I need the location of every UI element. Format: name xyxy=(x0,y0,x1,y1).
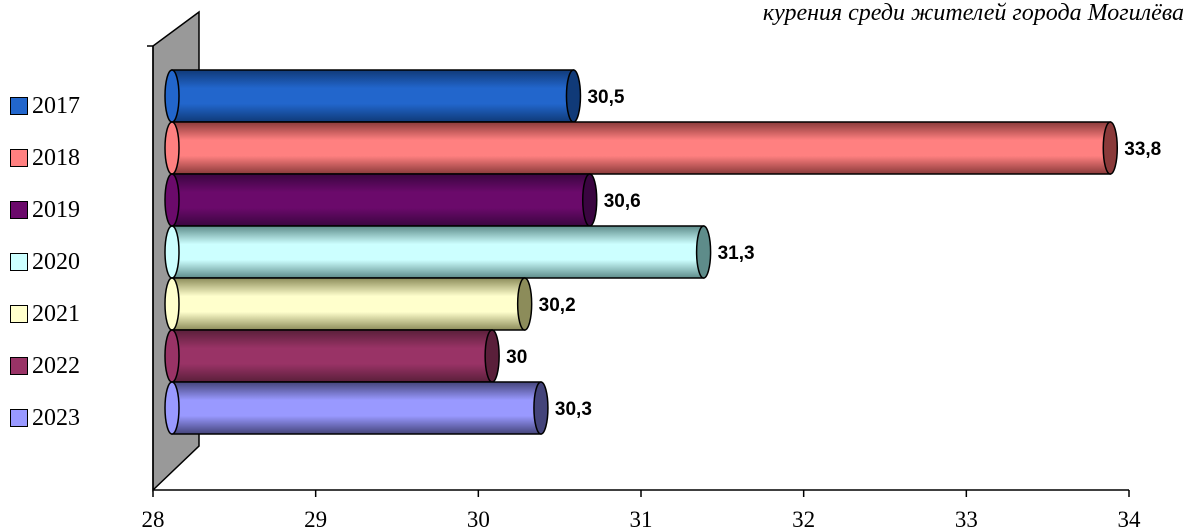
bar-left-cap xyxy=(164,173,180,227)
legend-item-2020: 2020 xyxy=(10,236,80,288)
data-label: 33,8 xyxy=(1124,139,1161,160)
legend-item-2019: 2019 xyxy=(10,184,80,236)
legend-label: 2018 xyxy=(32,145,80,171)
bar-left-cap xyxy=(164,381,180,435)
data-label: 30 xyxy=(506,347,527,368)
legend-swatch xyxy=(10,253,28,271)
x-tick-label: 31 xyxy=(630,507,653,530)
data-label: 30,3 xyxy=(555,399,592,420)
bar-body xyxy=(171,69,575,123)
data-label: 30,5 xyxy=(587,87,624,108)
legend-label: 2017 xyxy=(32,93,80,119)
bar-left-cap xyxy=(164,329,180,383)
x-tick-label: 32 xyxy=(792,507,815,530)
data-label: 31,3 xyxy=(718,243,755,264)
legend-swatch xyxy=(10,97,28,115)
legend-swatch xyxy=(10,201,28,219)
bar-2022 xyxy=(164,329,500,383)
chart-legend: 2017 2018 2019 2020 2021 2022 2023 xyxy=(10,80,80,444)
chart-title: курения среди жителей города Могилёва xyxy=(762,0,1184,26)
bar-body xyxy=(171,277,526,331)
legend-label: 2023 xyxy=(32,405,80,431)
legend-swatch xyxy=(10,149,28,167)
bar-end-cap xyxy=(516,277,533,331)
legend-item-2018: 2018 xyxy=(10,132,80,184)
bar-2021 xyxy=(164,277,533,331)
bar-2023 xyxy=(164,381,549,435)
legend-item-2021: 2021 xyxy=(10,288,80,340)
bar-2020 xyxy=(164,225,712,279)
bar-end-cap xyxy=(533,381,549,435)
bar-left-cap xyxy=(164,277,180,331)
bar-end-cap xyxy=(484,329,500,383)
legend-item-2017: 2017 xyxy=(10,80,80,132)
bar-body xyxy=(171,173,591,227)
bar-body xyxy=(171,381,542,435)
legend-label: 2022 xyxy=(32,353,80,379)
bar-end-cap xyxy=(581,173,598,227)
bar-body xyxy=(171,329,493,383)
bar-end-cap xyxy=(695,225,712,279)
bar-end-cap xyxy=(565,69,582,123)
bar-left-cap xyxy=(164,69,180,123)
bar-2018 xyxy=(164,121,1119,175)
legend-swatch xyxy=(10,305,28,323)
legend-label: 2021 xyxy=(32,301,80,327)
bar-left-cap xyxy=(164,225,180,279)
bar-2019 xyxy=(164,173,598,227)
x-tick-label: 28 xyxy=(142,507,165,530)
x-tick-label: 33 xyxy=(955,507,978,530)
bar-left-cap xyxy=(164,121,180,175)
bar-body xyxy=(171,121,1112,175)
data-label: 30,6 xyxy=(604,191,641,212)
legend-item-2022: 2022 xyxy=(10,340,80,392)
x-tick-label: 30 xyxy=(467,507,490,530)
data-label: 30,2 xyxy=(539,295,576,316)
legend-item-2023: 2023 xyxy=(10,392,80,444)
legend-label: 2020 xyxy=(32,249,80,275)
legend-swatch xyxy=(10,409,28,427)
x-tick-label: 29 xyxy=(304,507,327,530)
x-tick-label: 34 xyxy=(1118,507,1142,530)
bar-end-cap xyxy=(1102,121,1119,175)
legend-label: 2019 xyxy=(32,197,80,223)
legend-swatch xyxy=(10,357,28,375)
bar-body xyxy=(171,225,705,279)
bar-2017 xyxy=(164,69,582,123)
